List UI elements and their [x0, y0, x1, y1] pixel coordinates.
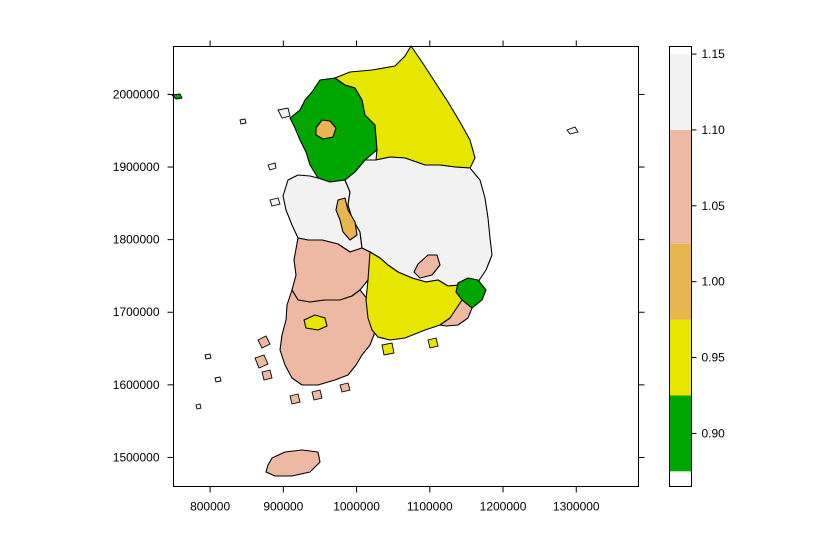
x-tick-label-0: 800000 [190, 500, 230, 514]
island-far-4 [239, 118, 247, 125]
legend-tick-label-0: 0.90 [702, 426, 726, 440]
island-west-1 [277, 107, 291, 119]
x-tick-label-4: 1200000 [480, 500, 527, 514]
island-s-1 [339, 382, 351, 393]
island-far-2 [214, 376, 222, 383]
region-jeju [265, 449, 321, 477]
island-west-3 [269, 197, 281, 207]
region-sejong-daejeon [335, 197, 358, 241]
region-daegu [413, 254, 441, 279]
map-regions [265, 45, 493, 477]
map-panel-border [173, 46, 639, 487]
island-sw-5 [311, 389, 323, 401]
legend-tick-label-5: 1.15 [702, 47, 726, 61]
x-axis: 800000 900000 1000000 1100000 1200000 1300000 [190, 40, 600, 514]
region-jeonnam [279, 289, 376, 386]
island-west-2 [267, 162, 277, 171]
legend-bin-3 [669, 129, 692, 244]
legend-tick-label-4: 1.10 [702, 123, 726, 137]
y-tick-label-3: 1800000 [113, 233, 160, 247]
legend-tick-label-1: 0.95 [702, 351, 726, 365]
island-sw-2 [254, 354, 269, 369]
map-islands [171, 93, 579, 410]
island-baengnyeong [171, 93, 183, 100]
island-sw-3 [261, 369, 273, 381]
island-dokdo-area [566, 126, 579, 135]
legend-tick-label-2: 1.00 [702, 275, 726, 289]
region-seoul [315, 119, 337, 140]
y-tick-label-2: 1700000 [113, 305, 160, 319]
legend-border [669, 46, 692, 487]
y-tick-label-4: 1900000 [113, 160, 160, 174]
island-s-2 [381, 342, 395, 356]
y-tick-label-0: 1500000 [113, 450, 160, 464]
region-gwangju [303, 314, 328, 331]
x-tick-label-1: 900000 [263, 500, 303, 514]
y-tick-label-5: 2000000 [113, 87, 160, 101]
color-legend: 0.90 0.95 1.00 1.05 1.10 1.15 [669, 46, 726, 487]
island-s-3 [427, 337, 439, 349]
legend-bin-0 [669, 395, 692, 472]
island-far-1 [204, 353, 212, 360]
x-tick-label-2: 1000000 [333, 500, 380, 514]
island-sw-4 [289, 393, 301, 405]
legend-bin-4 [669, 54, 692, 130]
legend-tick-label-3: 1.05 [702, 199, 726, 213]
y-axis: 1500000 1600000 1700000 1800000 1900000 20000… [113, 87, 645, 464]
region-busan-south [439, 299, 473, 327]
x-tick-label-3: 1100000 [407, 500, 453, 514]
island-sw-1 [257, 335, 271, 349]
x-tick-label-5: 1300000 [553, 500, 600, 514]
legend-bin-2 [669, 243, 692, 320]
y-tick-label-1: 1600000 [113, 378, 160, 392]
island-far-3 [195, 403, 202, 410]
legend-bin-1 [669, 319, 692, 396]
